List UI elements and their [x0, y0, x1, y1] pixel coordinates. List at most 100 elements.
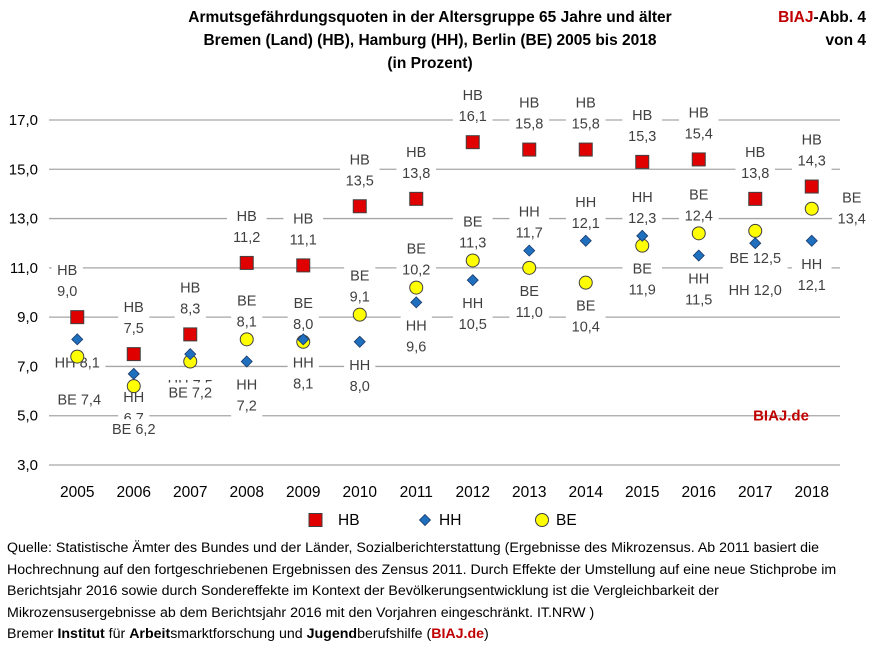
be-point	[352, 307, 367, 322]
hb-data-label: HB	[237, 209, 257, 225]
be-data-label: 12,4	[685, 208, 713, 224]
hh-data-label: HH	[123, 390, 144, 406]
be-data-label: BE 7,4	[57, 393, 101, 409]
hb-point	[239, 255, 254, 270]
hb-data-label: HB	[406, 145, 426, 161]
hh-data-label-bg	[678, 268, 719, 311]
x-tick-label: 2011	[400, 484, 433, 501]
be-data-label: BE 7,2	[168, 386, 212, 402]
be-data-label: BE	[520, 284, 540, 300]
be-data-label-bg	[722, 247, 788, 269]
hh-point	[353, 335, 366, 348]
y-tick-label: 3,0	[17, 457, 38, 474]
y-tick-label: 9,0	[17, 309, 38, 326]
hb-data-label-bg	[678, 102, 719, 145]
legend-hb-marker	[308, 513, 323, 527]
hb-data-label-bg	[396, 141, 437, 184]
hb-data-label: HB	[180, 280, 200, 296]
source-note: Quelle: Statistische Ämter des Bundes un…	[7, 538, 869, 646]
hb-data-label: 8,3	[180, 301, 200, 317]
title-line-2: Bremen (Land) (HB), Hamburg (HH), Berlin…	[203, 32, 657, 49]
hh-data-label-bg	[452, 293, 493, 336]
hh-data-label: 11,5	[685, 293, 712, 309]
be-data-label: 10,2	[402, 263, 430, 279]
be-data-label-bg	[509, 280, 550, 323]
hb-data-label: HB	[350, 152, 370, 168]
hb-point	[635, 154, 650, 169]
be-data-label-bg	[452, 211, 493, 254]
y-tick-label: 15,0	[9, 161, 38, 178]
hb-data-label: HB	[802, 133, 822, 149]
hh-data-label: HH	[349, 358, 370, 374]
be-data-label: 9,1	[350, 290, 370, 306]
hh-point	[749, 237, 762, 250]
x-tick-label: 2007	[173, 484, 207, 501]
hb-data-label: HB	[293, 211, 313, 227]
hb-data-label-bg	[118, 297, 150, 340]
hb-data-label: 15,8	[572, 117, 600, 133]
hb-point	[70, 310, 85, 325]
hb-data-label: 16,1	[459, 109, 487, 125]
hb-data-label: HB	[576, 96, 596, 112]
hb-data-label-bg	[339, 149, 380, 192]
legend-hh-label: HH	[439, 512, 461, 529]
hb-data-label-bg	[174, 277, 206, 320]
hh-point	[579, 234, 592, 247]
be-data-label: BE	[350, 269, 370, 285]
be-data-label: 8,1	[237, 314, 257, 330]
title-line-3: (in Prozent)	[387, 55, 473, 72]
x-tick-label: 2008	[230, 484, 264, 501]
y-tick-label: 17,0	[9, 112, 38, 129]
be-data-label: BE	[294, 296, 314, 312]
title-line-1: Armutsgefährdungsquoten in der Altersgru…	[188, 9, 672, 26]
be-data-label-bg	[105, 419, 162, 441]
hb-data-label: HB	[689, 105, 709, 121]
x-tick-label: 2016	[682, 484, 716, 501]
hb-data-label: 9,0	[57, 284, 77, 300]
be-data-label-bg	[831, 187, 872, 230]
hb-data-label-bg	[509, 92, 550, 135]
be-data-label: BE 6,2	[112, 422, 156, 438]
x-tick-label: 2010	[343, 484, 378, 501]
be-data-label: BE	[689, 187, 709, 203]
be-data-label-bg	[622, 258, 663, 301]
be-point	[126, 379, 141, 394]
hb-data-label: 13,8	[741, 166, 769, 182]
hb-data-label-bg	[791, 129, 832, 172]
be-data-label: 11,0	[516, 305, 543, 321]
hb-data-label: 13,8	[402, 166, 430, 182]
hb-data-label: HB	[745, 145, 765, 161]
be-data-label: 13,4	[838, 212, 866, 228]
chart-canvas: 3,0 5,0 7,0 9,0 11,0 13,0 15,0 17,0 2005 2006 2007…	[8, 88, 872, 529]
source-text: Quelle: Statistische Ämter des Bundes un…	[7, 540, 837, 621]
inst-part-bold: Institut	[57, 626, 105, 642]
hh-point	[636, 229, 649, 242]
be-data-label-bg	[344, 265, 376, 308]
hb-data-label: 15,8	[515, 117, 543, 133]
hb-point	[183, 327, 198, 342]
hh-point	[297, 333, 310, 346]
hb-data-label-bg	[283, 208, 324, 251]
hh-data-label: HH	[236, 378, 257, 394]
hh-point	[184, 348, 197, 361]
hb-data-label-bg	[622, 104, 663, 147]
hh-point	[240, 355, 253, 368]
inst-part-bold: Arbeit	[129, 626, 171, 642]
hh-data-label: HH	[575, 195, 596, 211]
legend-be-label: BE	[556, 512, 577, 529]
hb-point	[522, 142, 537, 157]
x-tick-label: 2013	[512, 484, 546, 501]
abb-of: von 4	[825, 32, 866, 49]
be-point	[465, 253, 480, 268]
biaj-link[interactable]: BIAJ.de	[431, 626, 485, 642]
be-data-label-bg	[51, 389, 108, 411]
hh-data-label-bg	[231, 374, 263, 417]
hb-data-label: HB	[519, 96, 539, 112]
be-data-label-bg	[287, 292, 319, 335]
x-tick-label: 2018	[795, 484, 829, 501]
hb-data-label: 7,5	[124, 321, 144, 337]
y-tick-label: 5,0	[17, 408, 38, 425]
hb-point	[578, 142, 593, 157]
hb-point	[804, 179, 819, 194]
hb-point	[691, 152, 706, 167]
